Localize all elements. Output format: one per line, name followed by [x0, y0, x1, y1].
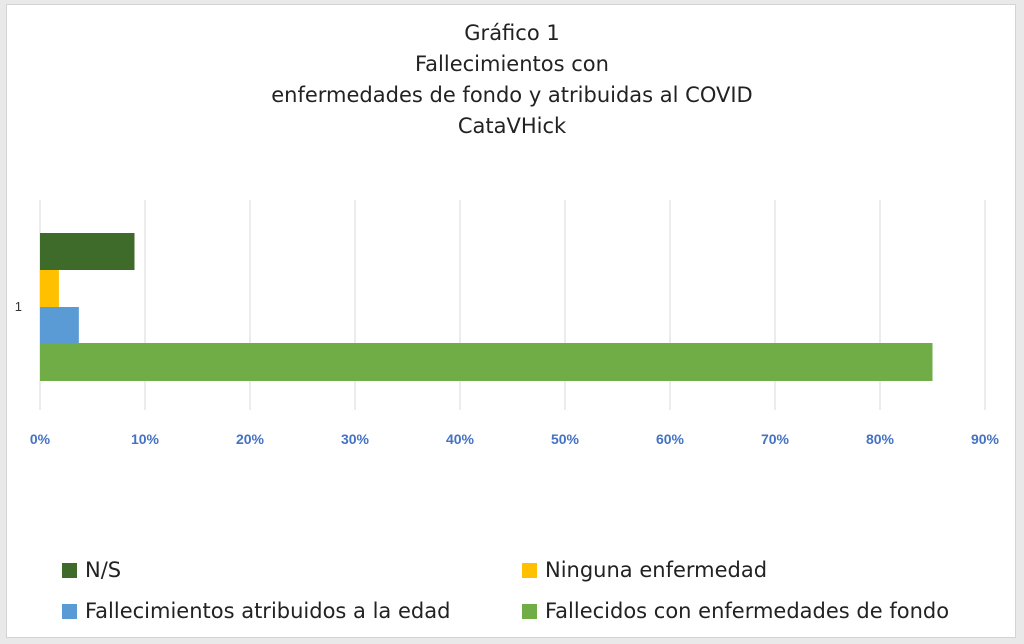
x-tick-label: 80%	[866, 431, 895, 447]
x-tick-label: 40%	[446, 431, 475, 447]
x-tick-label: 70%	[761, 431, 790, 447]
bar-4	[40, 343, 933, 381]
title-line-4: CataVHick	[457, 114, 567, 138]
chart-title: Gráfico 1 Fallecimientos con enfermedade…	[0, 18, 1024, 142]
y-category-label: 1	[15, 299, 22, 314]
x-tick-label: 90%	[971, 431, 1000, 447]
x-tick-label: 0%	[30, 431, 51, 447]
title-line-2: Fallecimientos con	[415, 52, 609, 76]
bar-3	[40, 307, 79, 344]
bar-1	[40, 233, 135, 270]
chart-frame	[6, 4, 1016, 638]
x-tick-label: 10%	[131, 431, 160, 447]
x-tick-label: 20%	[236, 431, 265, 447]
title-line-1: Gráfico 1	[464, 21, 560, 45]
x-tick-label: 60%	[656, 431, 685, 447]
x-tick-label: 30%	[341, 431, 370, 447]
x-tick-label: 50%	[551, 431, 580, 447]
title-line-3: enfermedades de fondo y atribuidas al CO…	[271, 83, 753, 107]
bar-2	[40, 270, 59, 307]
